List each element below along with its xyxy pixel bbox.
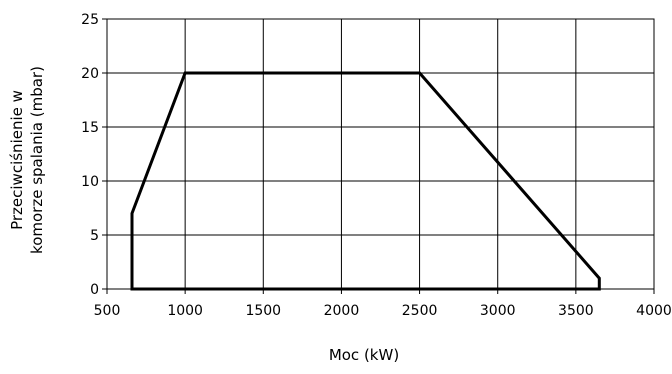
- series-group: [130, 71, 601, 291]
- y-tick-label-4: 20: [81, 66, 99, 82]
- y-tick-label-0: 0: [90, 282, 99, 298]
- x-axis-label: Moc (kW): [329, 346, 399, 364]
- y-tick-label-1: 5: [90, 228, 99, 244]
- series-line-0: [130, 71, 601, 291]
- y-tick-label-3: 15: [81, 120, 99, 136]
- x-tick-label-7: 4000: [636, 303, 672, 319]
- x-tick-label-4: 2500: [402, 303, 438, 319]
- y-axis-label-line-2: komorze spalania (mbar): [28, 66, 46, 254]
- y-axis-ticks: 0 5 10 15 20 25: [81, 12, 107, 298]
- x-tick-label-3: 2000: [324, 303, 360, 319]
- x-tick-label-2: 1500: [245, 303, 281, 319]
- x-tick-label-0: 500: [94, 303, 121, 319]
- x-tick-label-6: 3500: [558, 303, 594, 319]
- x-tick-label-1: 1000: [167, 303, 203, 319]
- y-tick-label-5: 25: [81, 12, 99, 28]
- x-tick-label-5: 3000: [480, 303, 516, 319]
- x-axis-ticks: 500 1000 1500 2000 2500 3000 3500 4000: [94, 289, 672, 319]
- y-axis-label-line-1: Przeciwciśnienie w: [8, 90, 26, 230]
- y-tick-label-2: 10: [81, 174, 99, 190]
